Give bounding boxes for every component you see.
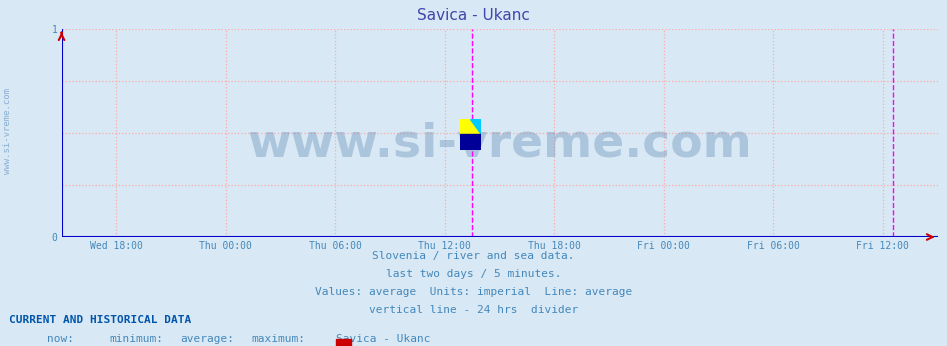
Text: minimum:: minimum: [109,334,163,344]
Text: last two days / 5 minutes.: last two days / 5 minutes. [385,269,562,279]
Polygon shape [460,134,481,150]
Text: www.si-vreme.com: www.si-vreme.com [247,121,752,166]
Text: www.si-vreme.com: www.si-vreme.com [3,89,12,174]
Text: Slovenia / river and sea data.: Slovenia / river and sea data. [372,251,575,261]
Text: now:: now: [47,334,75,344]
Text: vertical line - 24 hrs  divider: vertical line - 24 hrs divider [369,305,578,315]
Text: Savica - Ukanc: Savica - Ukanc [417,8,530,22]
Text: Savica - Ukanc: Savica - Ukanc [336,334,431,344]
Polygon shape [460,119,481,134]
Text: Values: average  Units: imperial  Line: average: Values: average Units: imperial Line: av… [314,287,633,297]
Text: CURRENT AND HISTORICAL DATA: CURRENT AND HISTORICAL DATA [9,315,191,325]
Polygon shape [471,119,481,134]
Text: average:: average: [180,334,234,344]
Text: maximum:: maximum: [251,334,305,344]
